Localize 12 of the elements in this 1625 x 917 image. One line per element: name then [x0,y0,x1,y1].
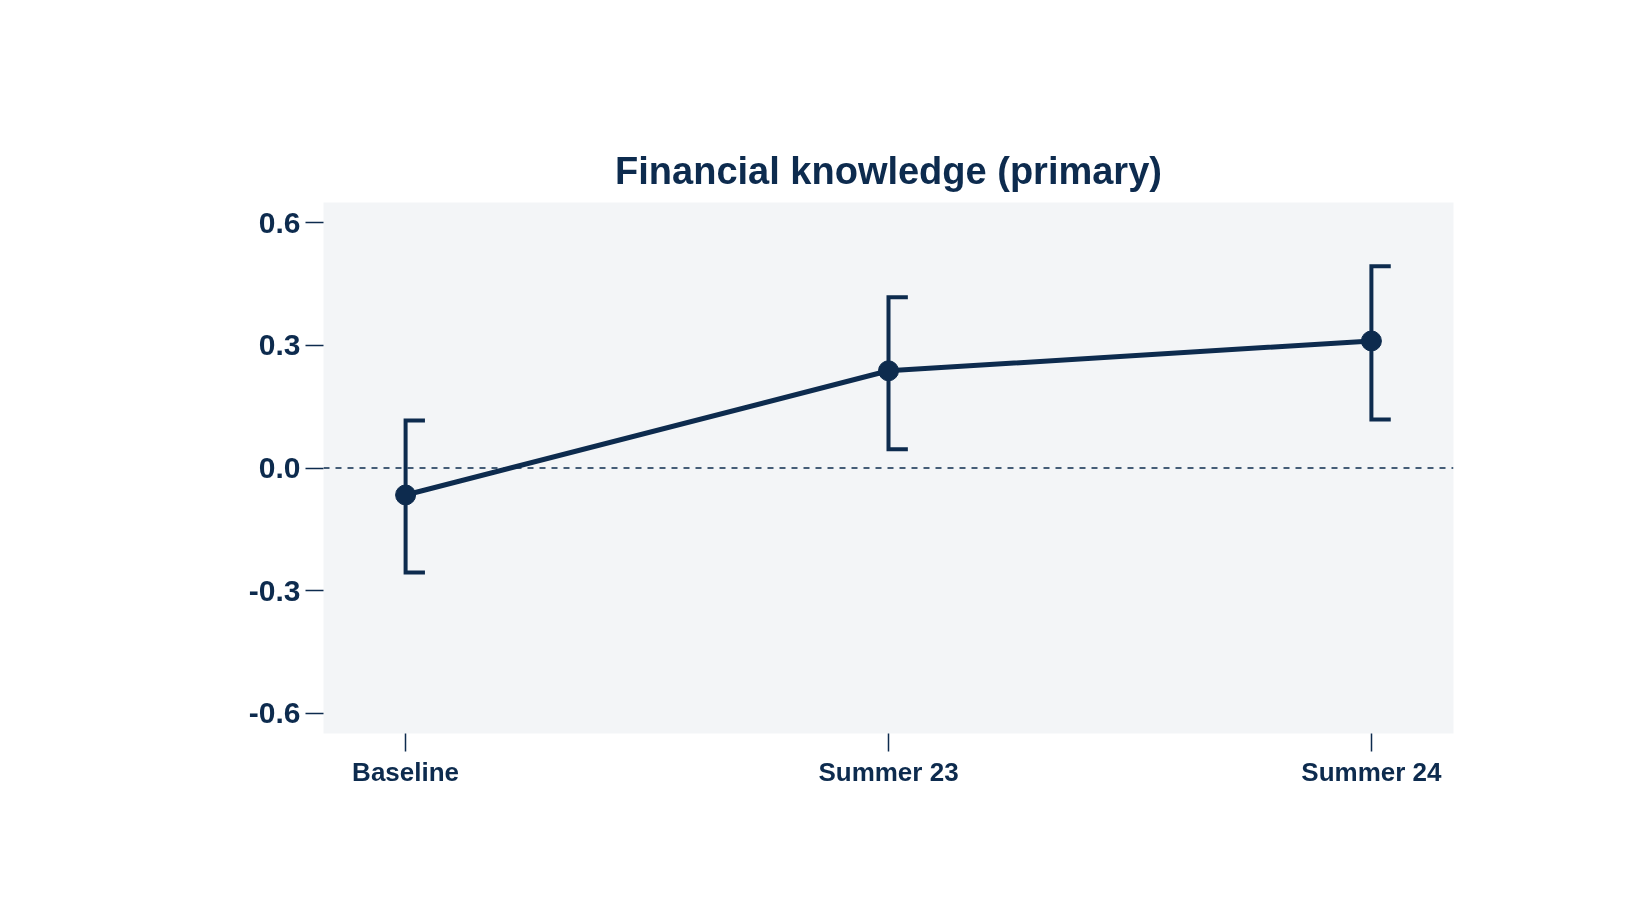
point [1360,330,1382,352]
point [395,484,417,506]
y-tick-label: 0.6 [258,205,301,239]
chart-title: Financial knowledge (primary) [615,149,1162,192]
y-tick-label: -0.3 [248,573,301,607]
x-tick-label: Summer 24 [1301,756,1443,787]
x-tick-label: Baseline [352,756,460,787]
y-tick-label: 0.3 [258,328,301,362]
y-tick-label: -0.6 [248,696,301,730]
y-tick-label: 0.0 [258,451,301,484]
x-tick-label: Summer 23 [818,756,959,787]
point [878,360,899,382]
